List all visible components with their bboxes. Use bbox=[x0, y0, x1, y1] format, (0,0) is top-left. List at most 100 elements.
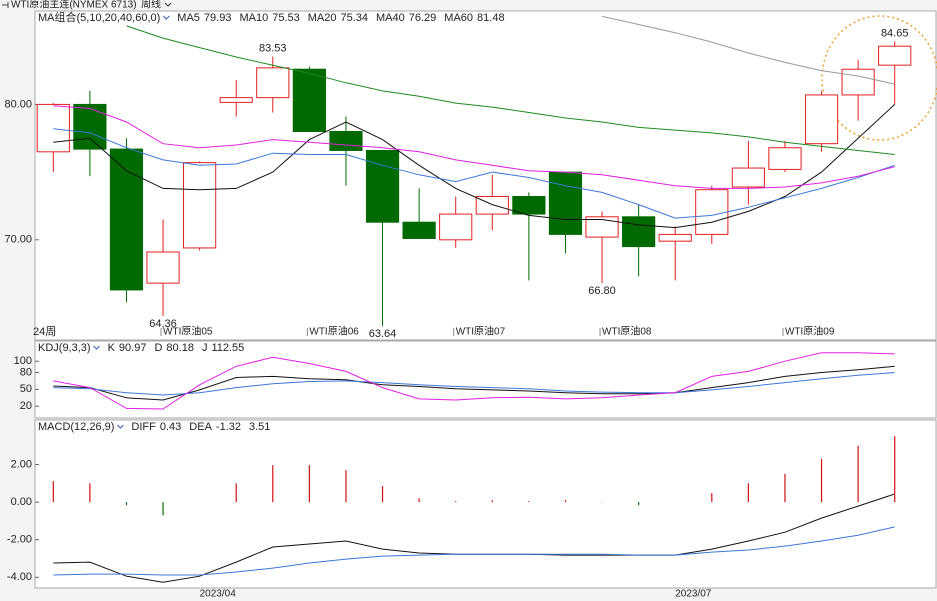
main-panel bbox=[34, 10, 937, 341]
legend-entry: D 80.18 bbox=[154, 342, 193, 354]
legend-value: 81.48 bbox=[477, 12, 505, 24]
legend-name: MA10 bbox=[239, 12, 268, 24]
legend-entry: MA20 75.34 bbox=[308, 12, 368, 24]
y-tick-label: 80 bbox=[20, 366, 32, 378]
legend-name: DIFF bbox=[131, 421, 156, 433]
candle-body bbox=[878, 45, 912, 66]
candle-body bbox=[841, 68, 875, 96]
x-tick-label: 2023/04 bbox=[200, 589, 237, 600]
candle-body bbox=[73, 103, 107, 150]
candle-body bbox=[109, 148, 144, 291]
legend-value: 90.97 bbox=[119, 342, 147, 354]
legend-entry: MA5 79.93 bbox=[177, 12, 231, 24]
legend-entry: K 90.97 bbox=[108, 342, 147, 354]
contract-label: WTI原油07 bbox=[456, 325, 506, 338]
high-label: 84.65 bbox=[881, 27, 909, 39]
legend-entry: 3.51 bbox=[249, 421, 270, 433]
y-tick-label: 100 bbox=[14, 355, 32, 367]
legend-entry: MA10 75.53 bbox=[239, 12, 299, 24]
y-tick-label: 50 bbox=[20, 383, 32, 395]
y-tick-label: 2.00 bbox=[11, 458, 32, 470]
legend-name: MA5 bbox=[177, 12, 200, 24]
series-line bbox=[53, 352, 895, 410]
legend-value: 75.53 bbox=[272, 12, 300, 24]
legend-name: K bbox=[108, 342, 116, 354]
high-label: 83.53 bbox=[259, 43, 287, 55]
legend-value: 80.18 bbox=[166, 342, 194, 354]
legend-value: 112.55 bbox=[211, 342, 244, 354]
legend-value: -1.32 bbox=[216, 421, 241, 433]
dropdown-chevron[interactable] bbox=[164, 2, 172, 7]
candle-body bbox=[402, 221, 436, 239]
contract-label: WTI原油09 bbox=[785, 325, 835, 338]
period-label: 24周 bbox=[33, 325, 56, 338]
y-tick-label: 0.00 bbox=[11, 496, 32, 508]
candle-body bbox=[439, 213, 473, 241]
kdj-panel bbox=[34, 340, 937, 419]
macd-panel bbox=[34, 419, 937, 589]
legend-value: 76.29 bbox=[409, 12, 437, 24]
series-line bbox=[53, 128, 895, 219]
y-tick-label: 20 bbox=[20, 400, 32, 412]
candle-body bbox=[585, 216, 619, 238]
candle-body bbox=[804, 94, 839, 145]
candle-body bbox=[146, 251, 180, 284]
candle-body bbox=[256, 67, 290, 99]
legend-title: MACD(12,26,9) bbox=[38, 421, 114, 433]
legend-entry: DEA -1.32 bbox=[189, 421, 241, 433]
y-tick-label: 80.00 bbox=[4, 98, 32, 110]
legend-entry: J 112.55 bbox=[202, 342, 244, 354]
x-tick-label: 2023/07 bbox=[675, 589, 712, 600]
candle-body bbox=[695, 189, 729, 235]
legend-value: 3.51 bbox=[249, 421, 270, 433]
series-line bbox=[53, 372, 895, 396]
y-tick-label: -4.00 bbox=[7, 571, 32, 583]
low-label: 66.80 bbox=[588, 285, 616, 297]
series-line bbox=[53, 105, 895, 189]
y-tick-label: 70.00 bbox=[4, 234, 32, 246]
candle-body bbox=[183, 162, 217, 249]
series-line bbox=[53, 104, 896, 229]
series-line bbox=[53, 365, 895, 401]
candle-body bbox=[292, 68, 326, 132]
candle-body bbox=[219, 97, 253, 103]
legend-entry: MA60 81.48 bbox=[444, 12, 504, 24]
legend-name: MA60 bbox=[444, 12, 473, 24]
legend-name: J bbox=[202, 342, 208, 354]
legend-dropdown[interactable] bbox=[162, 15, 170, 20]
candle-body bbox=[731, 167, 765, 188]
series-line bbox=[126, 25, 895, 155]
legend-name: D bbox=[154, 342, 162, 354]
candle-body bbox=[329, 130, 363, 151]
candle-body bbox=[548, 171, 583, 235]
low-label: 63.64 bbox=[369, 328, 397, 340]
legend-entry: DIFF 0.43 bbox=[131, 421, 181, 433]
legend-value: 79.93 bbox=[204, 12, 232, 24]
icon[interactable] bbox=[2, 2, 9, 8]
candle-body bbox=[768, 147, 802, 170]
y-tick-label: -2.00 bbox=[7, 534, 32, 546]
candle-body bbox=[36, 103, 70, 153]
legend-value: 0.43 bbox=[160, 421, 181, 433]
candle-body bbox=[658, 233, 692, 242]
legend-title: KDJ(9,3,3) bbox=[38, 342, 91, 354]
legend-entry: MA40 76.29 bbox=[376, 12, 436, 24]
low-label: 64.36 bbox=[149, 318, 177, 330]
candle-body bbox=[622, 216, 656, 248]
instrument-title[interactable]: WTI原油主连(NYMEX 6713) bbox=[11, 0, 137, 11]
period-select[interactable]: 周线 bbox=[141, 0, 161, 11]
contract-label: WTI原油08 bbox=[602, 325, 652, 338]
legend-name: MA20 bbox=[308, 12, 337, 24]
series-line bbox=[601, 15, 895, 85]
legend-value: 75.34 bbox=[340, 12, 368, 24]
contract-label: WTI原油06 bbox=[309, 325, 359, 338]
legend-dropdown[interactable] bbox=[117, 424, 124, 429]
legend-dropdown[interactable] bbox=[93, 345, 100, 350]
candle-body bbox=[365, 149, 400, 223]
legend-name: DEA bbox=[189, 421, 212, 433]
legend-name: MA40 bbox=[376, 12, 405, 24]
legend-title: MA组合(5,10,20,40,60,0) bbox=[38, 10, 160, 24]
contract-label: WTI原油05 bbox=[163, 325, 213, 338]
